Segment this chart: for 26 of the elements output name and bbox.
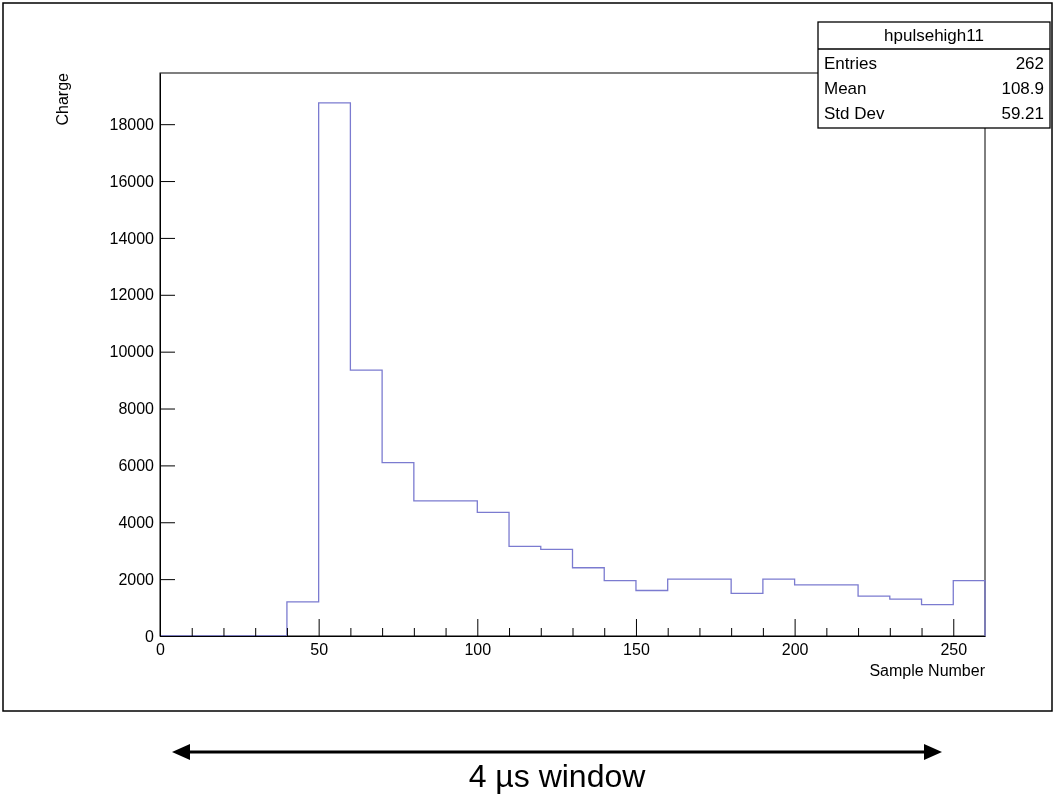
chart-title: hpulsehigh11 (884, 26, 984, 45)
text: 59.21 (1001, 104, 1044, 123)
y-tick-label: 10000 (109, 343, 155, 361)
text: 4 µs window (468, 758, 647, 794)
y-tick-label: 16000 (109, 172, 155, 190)
y-axis-title: Charge (54, 72, 71, 126)
x-tick-label: 250 (940, 641, 968, 659)
x-tick-label: 150 (623, 641, 650, 659)
x-tick-label: 200 (781, 641, 809, 659)
y-tick-label: 14000 (109, 229, 155, 247)
y-tick-label: 6000 (118, 457, 155, 475)
y-tick-label: 18000 (109, 115, 155, 133)
x-axis-title: Sample Number (869, 662, 986, 679)
y-tick-label: 0 (145, 627, 155, 645)
y-tick-label: 8000 (118, 400, 155, 418)
annotation: Std Dev (824, 104, 885, 123)
x-tick-label: 0 (156, 641, 166, 659)
x-tick-label: 100 (464, 641, 492, 659)
y-tick-label: 12000 (109, 286, 155, 304)
y-tick-label: 2000 (118, 570, 155, 588)
x-tick-label: 50 (310, 641, 329, 659)
annotation: Mean (824, 79, 867, 98)
text: 262 (1015, 54, 1044, 73)
text: 108.9 (1001, 79, 1044, 98)
y-tick-label: 4000 (118, 513, 155, 531)
text: Entries (824, 54, 877, 73)
